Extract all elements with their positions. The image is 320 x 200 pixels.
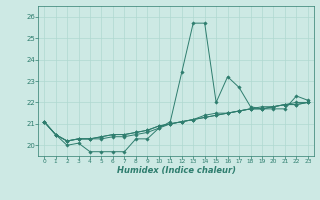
X-axis label: Humidex (Indice chaleur): Humidex (Indice chaleur)	[116, 166, 236, 175]
